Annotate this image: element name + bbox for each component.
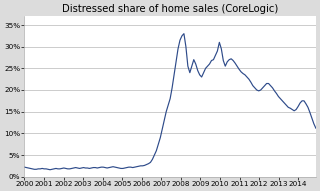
Title: Distressed share of home sales (CoreLogic): Distressed share of home sales (CoreLogi…: [62, 4, 278, 14]
